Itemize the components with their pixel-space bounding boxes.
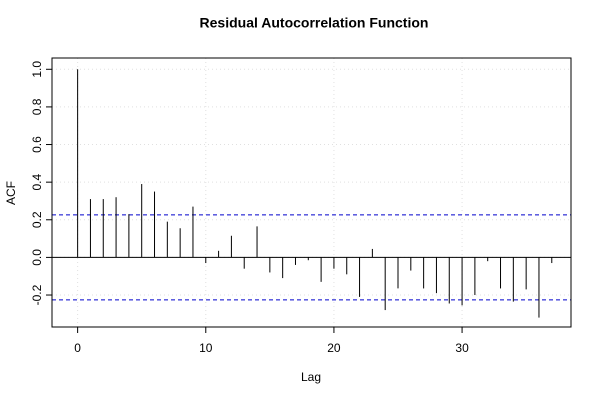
y-tick-label: 0.4 [30, 173, 44, 190]
y-tick-label: 1.0 [30, 61, 44, 78]
y-tick-label: -0.2 [30, 284, 44, 305]
x-tick-label: 20 [327, 341, 341, 355]
y-tick-label: 0.8 [30, 98, 44, 115]
y-tick-label: 0.0 [30, 249, 44, 266]
plot-frame [51, 57, 572, 328]
x-tick-label: 10 [199, 341, 213, 355]
x-axis-label: Lag [301, 370, 321, 384]
y-tick-label: 0.6 [30, 136, 44, 153]
x-tick-label: 0 [74, 341, 81, 355]
y-tick-label: 0.2 [30, 211, 44, 228]
y-axis-label: ACF [4, 181, 18, 205]
x-tick-label: 30 [455, 341, 469, 355]
chart-title: Residual Autocorrelation Function [200, 15, 429, 31]
